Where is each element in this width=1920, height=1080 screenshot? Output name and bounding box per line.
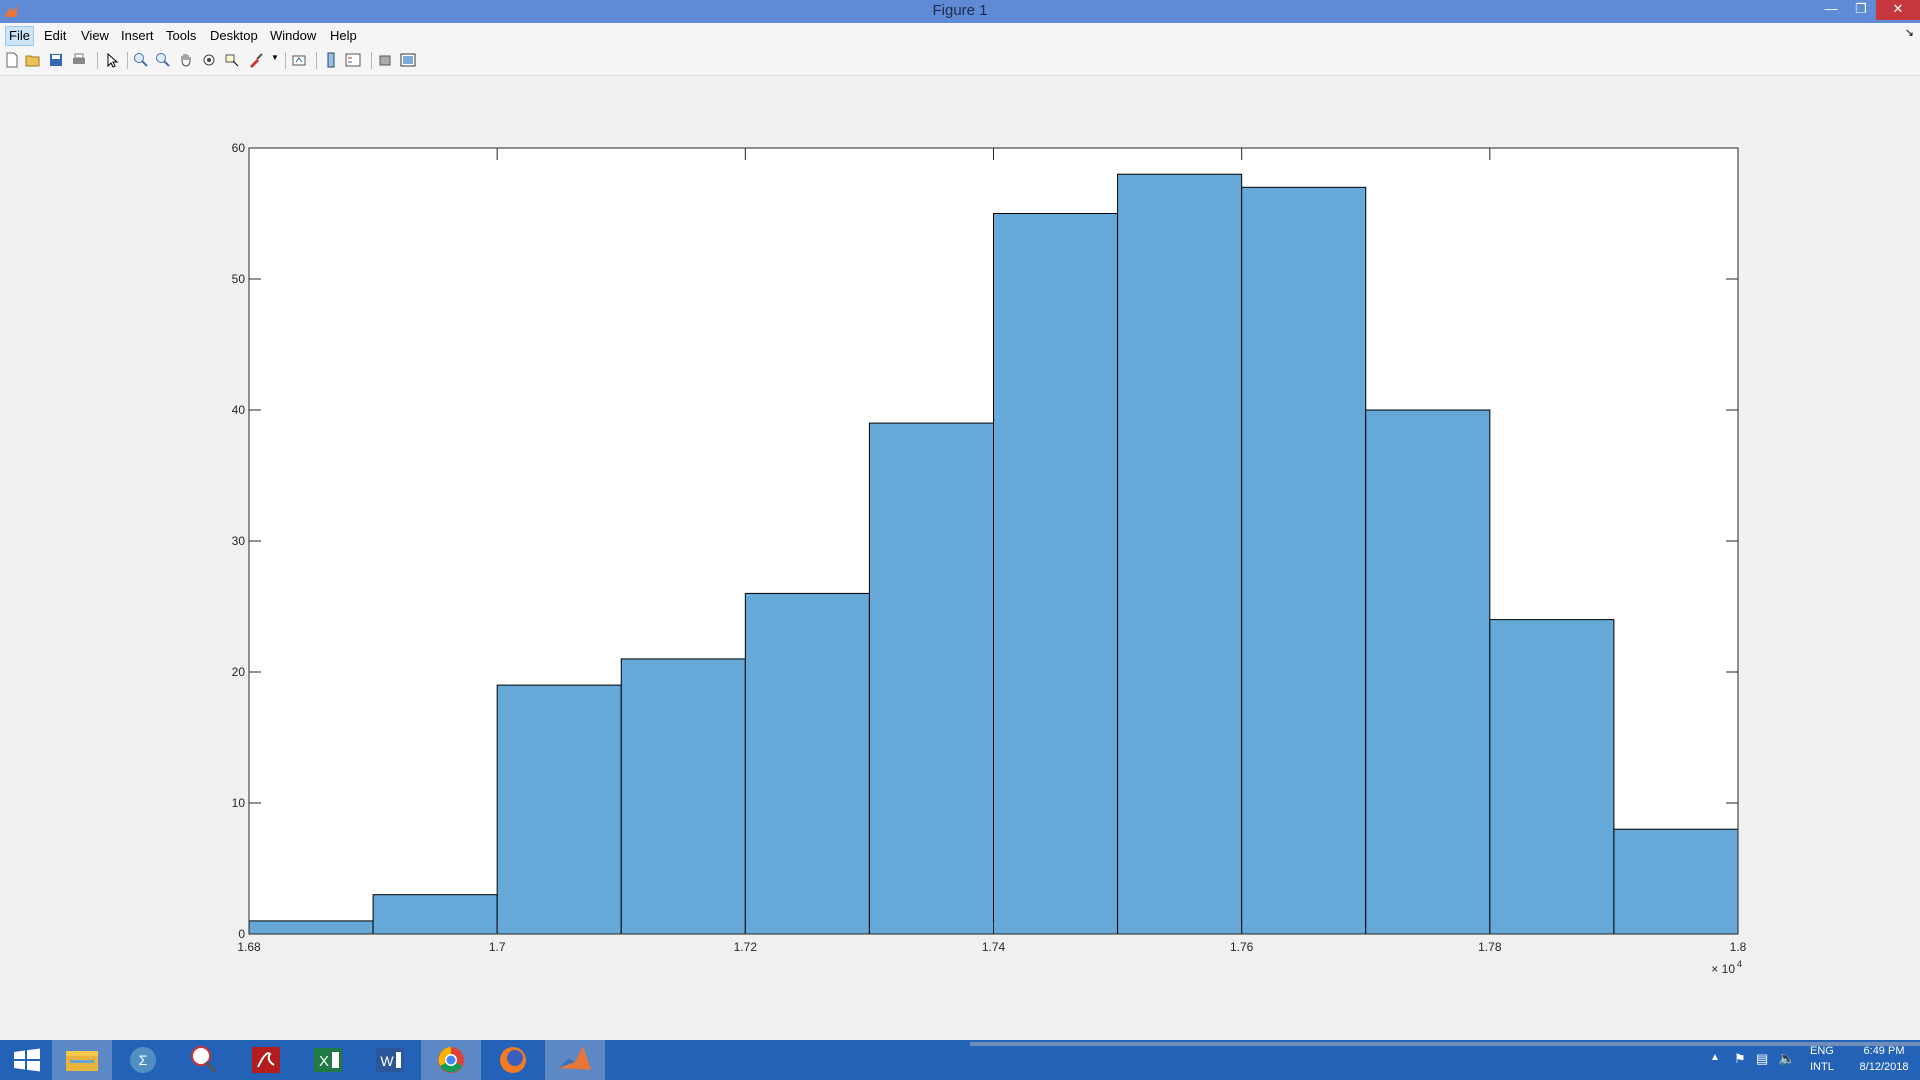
histogram-bar <box>372 894 498 935</box>
volume-icon[interactable]: 🔈 <box>1778 1050 1796 1066</box>
menu-help[interactable]: Help <box>330 28 357 43</box>
figure-canvas: 1.68 1.7 1.72 1.74 1.76 1.78 1.8 0 10 20 30 40 50 60 ×… <box>0 76 1920 1040</box>
zoom-in-icon[interactable] <box>133 52 149 68</box>
x-tick-label: 1.78 <box>1478 940 1502 954</box>
y-tick-label: 30 <box>232 534 246 548</box>
minimize-icon[interactable]: — <box>1824 1 1838 16</box>
histogram-bar <box>993 213 1119 935</box>
x-tick-label: 1.76 <box>1230 940 1254 954</box>
y-tick-label: 0 <box>238 927 245 941</box>
edit-plot-arrow-icon[interactable] <box>104 52 120 68</box>
file-explorer-icon[interactable] <box>52 1040 112 1080</box>
window-title: Figure 1 <box>932 2 988 19</box>
y-tick-label: 40 <box>232 403 246 417</box>
menu-edit[interactable]: Edit <box>44 28 67 43</box>
hide-plot-tools-icon[interactable] <box>377 52 393 68</box>
y-tick-label: 20 <box>232 665 246 679</box>
window-titlebar[interactable]: Figure 1 — ❐ ✕ <box>0 0 1920 23</box>
toolbar-separator <box>371 52 372 69</box>
svg-text:Σ: Σ <box>139 1052 148 1068</box>
word-icon[interactable]: W <box>360 1040 420 1080</box>
matlab-figure-icon <box>5 5 17 17</box>
menu-insert[interactable]: Insert <box>121 28 154 43</box>
clock-date[interactable]: 8/12/2018 <box>1859 1061 1909 1073</box>
zoom-out-icon[interactable] <box>155 52 171 68</box>
x-tick-label: 1.68 <box>237 940 261 954</box>
open-file-icon[interactable] <box>25 52 41 68</box>
menu-view[interactable]: View <box>81 28 109 43</box>
link-plot-icon[interactable] <box>291 52 307 68</box>
network-icon[interactable]: ▤ <box>1756 1051 1769 1066</box>
restore-icon[interactable]: ❐ <box>1855 1 1867 16</box>
x-exponent-power: 4 <box>1737 959 1742 969</box>
clock-time[interactable]: 6:49 PM <box>1863 1045 1905 1057</box>
toolbar-separator <box>316 52 317 69</box>
show-plot-tools-icon[interactable] <box>400 52 416 68</box>
histogram-bar <box>620 658 746 935</box>
toolbar-separator <box>285 52 286 69</box>
histogram-bar <box>1365 409 1491 935</box>
toolbar-separator <box>97 52 98 69</box>
close-icon[interactable]: ✕ <box>1876 0 1920 20</box>
x-tick-label: 1.7 <box>489 940 506 954</box>
brush-dropdown-icon[interactable]: ▼ <box>271 53 279 62</box>
histogram-bar <box>1117 173 1243 935</box>
menu-window[interactable]: Window <box>270 28 317 43</box>
brush-icon[interactable] <box>248 52 264 68</box>
histogram-bar <box>744 592 870 935</box>
histogram-axes[interactable]: 1.68 1.7 1.72 1.74 1.76 1.78 1.8 0 10 20 30 40 50 60 ×… <box>0 76 1920 1040</box>
toolbar-separator <box>127 52 128 69</box>
language-indicator-bottom[interactable]: INTL <box>1810 1061 1834 1073</box>
tray-expand-icon[interactable]: ▲ <box>1710 1052 1720 1063</box>
histogram-bar <box>496 684 622 935</box>
x-exponent-base: × 10 <box>1711 962 1735 976</box>
x-tick-label: 1.72 <box>734 940 758 954</box>
histogram-bar <box>868 422 995 935</box>
histogram-bar <box>1613 828 1739 935</box>
histogram-bar <box>248 920 374 935</box>
y-tick-label: 50 <box>232 272 246 286</box>
colorbar-icon[interactable] <box>323 52 339 68</box>
maple-icon[interactable]: Σ <box>113 1040 173 1080</box>
legend-icon[interactable] <box>345 52 361 68</box>
menu-file[interactable]: File <box>5 26 34 46</box>
windows-start-icon[interactable] <box>0 1040 60 1080</box>
histogram-bar <box>1489 619 1615 935</box>
snipping-tool-icon[interactable] <box>175 1040 235 1080</box>
taskbar-scroll-indicator <box>970 1042 1920 1046</box>
menu-desktop[interactable]: Desktop <box>210 28 258 43</box>
menu-bar: File Edit View Insert Tools Desktop Wind… <box>0 23 1920 47</box>
adobe-acrobat-icon[interactable] <box>236 1040 296 1080</box>
print-icon[interactable] <box>71 52 87 68</box>
new-figure-icon[interactable] <box>4 52 20 68</box>
svg-text:X: X <box>319 1053 329 1070</box>
windows-taskbar: Σ X W ▲ ⚑ ▤ 🔈 ENG INTL 6:49 PM 8/12/2018 <box>0 1040 1920 1080</box>
chrome-icon[interactable] <box>421 1040 481 1080</box>
save-icon[interactable] <box>48 52 64 68</box>
histogram-bar <box>1241 186 1367 935</box>
svg-text:W: W <box>380 1053 394 1069</box>
pan-hand-icon[interactable] <box>178 52 194 68</box>
rotate-3d-icon[interactable] <box>201 52 217 68</box>
data-cursor-icon[interactable] <box>224 52 240 68</box>
action-center-flag-icon[interactable]: ⚑ <box>1734 1051 1746 1066</box>
language-indicator-top[interactable]: ENG <box>1810 1045 1834 1057</box>
y-tick-label: 60 <box>232 141 246 155</box>
matlab-icon[interactable] <box>545 1040 605 1080</box>
firefox-icon[interactable] <box>483 1040 543 1080</box>
x-tick-label: 1.74 <box>982 940 1006 954</box>
menu-tools[interactable]: Tools <box>166 28 197 43</box>
figure-toolbar: ▼ <box>0 47 1920 76</box>
excel-icon[interactable]: X <box>298 1040 358 1080</box>
y-tick-label: 10 <box>232 796 246 810</box>
x-tick-label: 1.8 <box>1730 940 1747 954</box>
dock-arrow-icon[interactable]: ↘ <box>1904 27 1914 39</box>
